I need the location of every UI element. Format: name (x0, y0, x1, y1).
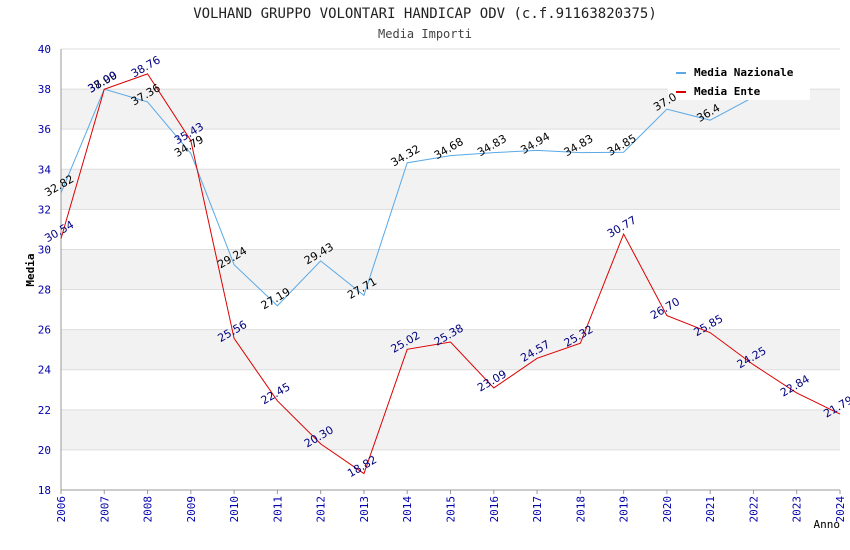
y-tick-label: 22 (38, 404, 51, 417)
chart-title: VOLHAND GRUPPO VOLONTARI HANDICAP ODV (c… (193, 6, 657, 22)
x-tick-label: 2008 (142, 496, 155, 523)
legend-label: Media Ente (694, 85, 761, 98)
x-tick-label: 2012 (315, 496, 328, 523)
data-label: 26.70 (648, 295, 682, 322)
data-label: 22.45 (259, 380, 293, 407)
data-label: 34.83 (475, 132, 509, 159)
x-tick-label: 2007 (98, 496, 111, 523)
y-tick-label: 24 (38, 364, 52, 377)
y-tick-label: 28 (38, 284, 51, 297)
x-tick-label: 2023 (791, 496, 804, 523)
grid-band (61, 329, 840, 370)
x-tick-label: 2010 (228, 496, 241, 523)
y-tick-label: 40 (38, 43, 51, 56)
y-tick-label: 26 (38, 324, 51, 337)
data-label: 34.94 (518, 130, 552, 157)
y-tick-label: 20 (38, 444, 51, 457)
x-tick-label: 2022 (747, 496, 760, 523)
x-tick-label: 2019 (618, 496, 631, 523)
x-tick-label: 2013 (358, 496, 371, 523)
series-line-ente (60, 73, 841, 475)
data-label: 38.76 (129, 53, 163, 80)
y-tick-label: 38 (38, 83, 51, 96)
y-axis-title: Media (24, 253, 37, 286)
data-label: 34.83 (562, 132, 596, 159)
legend-box (668, 60, 810, 100)
data-label: 34.85 (605, 132, 639, 159)
x-tick-label: 2020 (661, 496, 674, 523)
y-tick-label: 32 (38, 203, 51, 216)
x-tick-label: 2011 (271, 496, 284, 523)
x-tick-label: 2009 (185, 496, 198, 523)
data-label: 30.77 (605, 213, 639, 240)
grid-band (61, 249, 840, 290)
legend-label: Media Nazionale (694, 66, 794, 79)
x-tick-label: 2006 (55, 496, 68, 523)
chart-subtitle: Media Importi (378, 27, 472, 41)
x-tick-label: 2021 (704, 496, 717, 523)
x-tick-label: 2024 (834, 496, 847, 523)
grid-band (61, 409, 840, 450)
grid-band (61, 169, 840, 210)
data-label: 23.09 (475, 367, 509, 394)
x-tick-label: 2018 (574, 496, 587, 523)
data-label: 34.68 (432, 135, 466, 162)
data-label: 34.32 (389, 142, 423, 169)
y-tick-label: 18 (38, 484, 51, 497)
y-tick-label: 34 (38, 163, 52, 176)
y-tick-label: 30 (38, 243, 51, 256)
data-label: 18.82 (345, 453, 379, 480)
x-tick-label: 2016 (488, 496, 501, 523)
x-tick-label: 2015 (445, 496, 458, 523)
series-line-nazionale (60, 88, 754, 307)
x-tick-label: 2017 (531, 496, 544, 523)
x-axis-title: Anno (814, 518, 841, 531)
data-label: 30.54 (42, 218, 76, 245)
data-label: 22.84 (778, 372, 812, 399)
y-tick-label: 36 (38, 123, 51, 136)
x-tick-label: 2014 (401, 496, 414, 523)
